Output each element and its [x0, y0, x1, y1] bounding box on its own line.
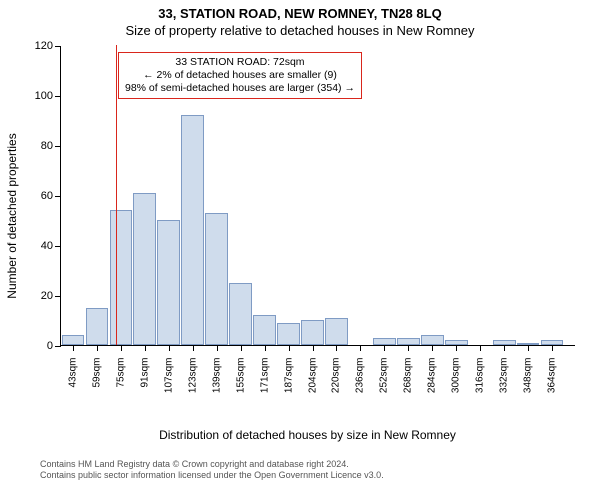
y-tick-label: 100: [29, 90, 53, 102]
x-tick: [121, 345, 122, 351]
histogram-bar: [397, 338, 420, 346]
y-tick: [55, 196, 61, 197]
histogram-bar: [205, 213, 228, 346]
title-sub: Size of property relative to detached ho…: [0, 21, 600, 38]
y-tick-label: 60: [29, 190, 53, 202]
y-tick: [55, 96, 61, 97]
histogram-bar: [301, 320, 324, 345]
x-tick: [289, 345, 290, 351]
x-tick: [384, 345, 385, 351]
x-tick: [408, 345, 409, 351]
histogram-bar: [157, 220, 180, 345]
footer-attribution: Contains HM Land Registry data © Crown c…: [40, 459, 384, 482]
histogram-bar: [373, 338, 396, 346]
x-tick: [504, 345, 505, 351]
y-tick: [55, 346, 61, 347]
y-tick-label: 0: [29, 340, 53, 352]
x-tick-label: 139sqm: [211, 358, 222, 398]
x-tick-label: 155sqm: [235, 358, 246, 398]
x-tick: [480, 345, 481, 351]
x-tick-label: 171sqm: [259, 358, 270, 398]
x-tick: [265, 345, 266, 351]
plot-area: 02040608010012043sqm59sqm75sqm91sqm107sq…: [60, 46, 575, 346]
x-tick-label: 123sqm: [187, 358, 198, 398]
y-tick-label: 40: [29, 240, 53, 252]
x-tick-label: 43sqm: [67, 358, 78, 398]
x-tick-label: 107sqm: [163, 358, 174, 398]
x-tick: [552, 345, 553, 351]
histogram-bar: [277, 323, 300, 346]
x-tick-label: 59sqm: [91, 358, 102, 398]
histogram-bar: [229, 283, 252, 346]
x-tick: [73, 345, 74, 351]
x-tick-label: 348sqm: [523, 358, 534, 398]
histogram-bar: [253, 315, 276, 345]
x-tick-label: 332sqm: [499, 358, 510, 398]
y-tick: [55, 246, 61, 247]
x-tick-label: 252sqm: [379, 358, 390, 398]
histogram-bar: [325, 318, 348, 346]
x-axis-label: Distribution of detached houses by size …: [159, 428, 456, 442]
y-axis-label: Number of detached properties: [5, 133, 19, 298]
x-tick: [336, 345, 337, 351]
y-tick: [55, 146, 61, 147]
histogram-bar: [133, 193, 156, 346]
title-main: 33, STATION ROAD, NEW ROMNEY, TN28 8LQ: [0, 0, 600, 21]
y-tick-label: 80: [29, 140, 53, 152]
x-tick: [313, 345, 314, 351]
histogram-bar: [86, 308, 109, 346]
annotation-box: 33 STATION ROAD: 72sqm← 2% of detached h…: [118, 52, 362, 99]
annotation-line: 98% of semi-detached houses are larger (…: [125, 82, 355, 95]
x-tick: [169, 345, 170, 351]
x-tick: [145, 345, 146, 351]
y-tick-label: 20: [29, 290, 53, 302]
x-tick: [360, 345, 361, 351]
x-tick: [97, 345, 98, 351]
annotation-line: ← 2% of detached houses are smaller (9): [125, 69, 355, 82]
y-tick: [55, 296, 61, 297]
x-tick-label: 284sqm: [427, 358, 438, 398]
x-tick-label: 236sqm: [355, 358, 366, 398]
x-tick-label: 220sqm: [331, 358, 342, 398]
x-tick-label: 300sqm: [451, 358, 462, 398]
x-tick-label: 75sqm: [115, 358, 126, 398]
x-tick: [217, 345, 218, 351]
footer-line2: Contains public sector information licen…: [40, 470, 384, 481]
x-tick-label: 91sqm: [139, 358, 150, 398]
x-tick: [432, 345, 433, 351]
x-tick-label: 316sqm: [475, 358, 486, 398]
histogram-bar: [110, 210, 133, 345]
chart-area: Number of detached properties 0204060801…: [40, 46, 575, 386]
x-tick-label: 204sqm: [307, 358, 318, 398]
x-tick-label: 364sqm: [547, 358, 558, 398]
histogram-bar: [62, 335, 85, 345]
footer-line1: Contains HM Land Registry data © Crown c…: [40, 459, 384, 470]
x-tick: [241, 345, 242, 351]
y-tick: [55, 46, 61, 47]
x-tick: [528, 345, 529, 351]
x-tick-label: 187sqm: [283, 358, 294, 398]
histogram-bar: [421, 335, 444, 345]
x-tick-label: 268sqm: [403, 358, 414, 398]
x-tick: [193, 345, 194, 351]
histogram-bar: [181, 115, 204, 345]
annotation-line: 33 STATION ROAD: 72sqm: [125, 56, 355, 69]
y-tick-label: 120: [29, 40, 53, 52]
x-tick: [456, 345, 457, 351]
